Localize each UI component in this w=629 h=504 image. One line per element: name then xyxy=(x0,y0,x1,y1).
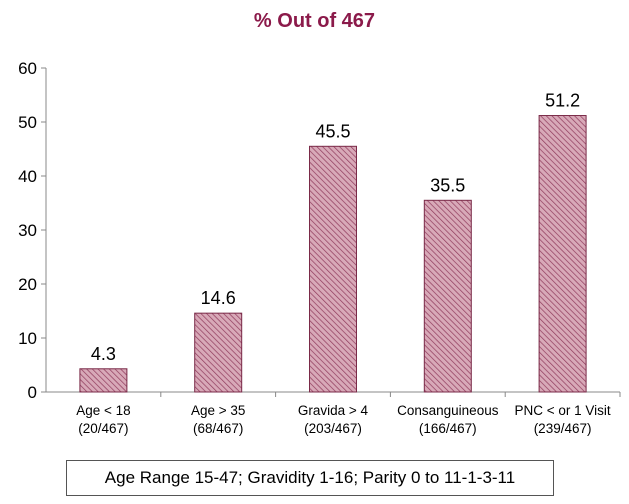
bar xyxy=(194,312,243,393)
bar xyxy=(309,145,357,393)
x-tick-label: Consanguineous xyxy=(397,403,499,418)
x-tick-label: (239/467) xyxy=(534,421,592,436)
bars xyxy=(79,115,587,393)
x-tick-label: Age < 18 xyxy=(76,403,130,418)
data-label: 45.5 xyxy=(315,121,350,141)
y-tick-label: 10 xyxy=(18,329,37,348)
labels: 4.3 Age < 18 (20/467) 14.6 Age > 35 (68/467) 4… xyxy=(76,91,611,436)
y-tick-label: 20 xyxy=(18,275,37,294)
x-tick-label: (203/467) xyxy=(304,421,362,436)
data-label: 51.2 xyxy=(545,91,580,111)
y-tick-label: 40 xyxy=(18,167,37,186)
bar xyxy=(538,115,587,393)
data-label: 14.6 xyxy=(201,288,236,308)
bar xyxy=(79,368,128,393)
x-tick-label: (20/467) xyxy=(78,421,128,436)
y-tick-label: 0 xyxy=(28,383,37,402)
x-tick-label: Age > 35 xyxy=(191,403,245,418)
chart-title: % Out of 467 xyxy=(253,10,376,32)
y-tick-label: 60 xyxy=(18,59,37,78)
footnote: Age Range 15-47; Gravidity 1-16; Parity … xyxy=(66,460,554,496)
y-tick-label: 30 xyxy=(18,221,37,240)
x-tick-label: (166/467) xyxy=(419,421,477,436)
x-tick-label: (68/467) xyxy=(193,421,243,436)
bar xyxy=(423,199,472,393)
bar-chart: 0 10 20 30 40 50 60 4.3 Age < 18 (20/467) 14.6 Age… xyxy=(18,59,621,436)
data-label: 4.3 xyxy=(91,344,116,364)
x-tick-label: PNC < or 1 Visit xyxy=(515,403,611,418)
x-tick-label: Gravida > 4 xyxy=(298,403,369,418)
y-tick-label: 50 xyxy=(18,113,37,132)
data-label: 35.5 xyxy=(430,175,465,195)
